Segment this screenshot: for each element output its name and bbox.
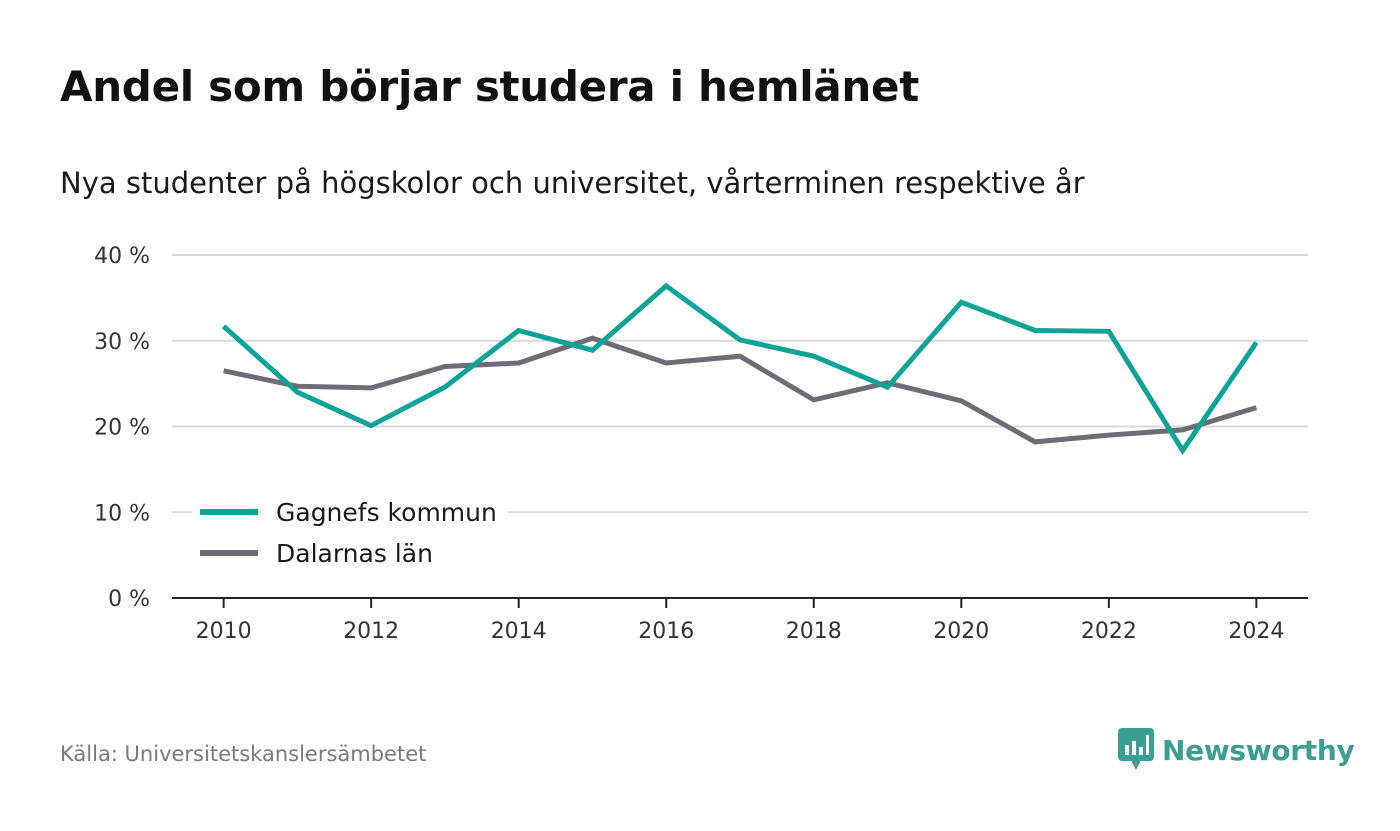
newsworthy-logo-icon — [1118, 728, 1154, 770]
x-tick-label: 2024 — [1228, 619, 1284, 644]
legend-background — [192, 494, 508, 578]
x-tick-label: 2018 — [786, 619, 842, 644]
x-tick-label: 2010 — [196, 619, 252, 644]
chart-subtitle: Nya studenter på högskolor och universit… — [60, 166, 1085, 200]
y-tick-label: 40 % — [94, 244, 150, 269]
source-note: Källa: Universitetskanslersämbetet — [60, 742, 427, 766]
legend-label: Gagnefs kommun — [276, 498, 497, 527]
x-tick-label: 2020 — [933, 619, 989, 644]
brand-logo: Newsworthy — [1118, 728, 1355, 772]
x-tick-label: 2014 — [491, 619, 547, 644]
line-chart: 0 % 10 % 20 % 30 % 40 % 2010 2012 2014 2016 2018 2… — [94, 244, 1308, 644]
y-tick-label: 30 % — [94, 330, 150, 355]
y-tick-label: 0 % — [108, 587, 150, 612]
chart-title: Andel som börjar studera i hemlänet — [60, 62, 919, 111]
x-tick-label: 2012 — [343, 619, 399, 644]
legend-label: Dalarnas län — [276, 539, 433, 568]
x-tick-label: 2016 — [638, 619, 694, 644]
y-tick-label: 20 % — [94, 416, 150, 441]
x-tick-label: 2022 — [1081, 619, 1137, 644]
y-tick-label: 10 % — [94, 501, 150, 526]
brand-name: Newsworthy — [1162, 733, 1355, 767]
